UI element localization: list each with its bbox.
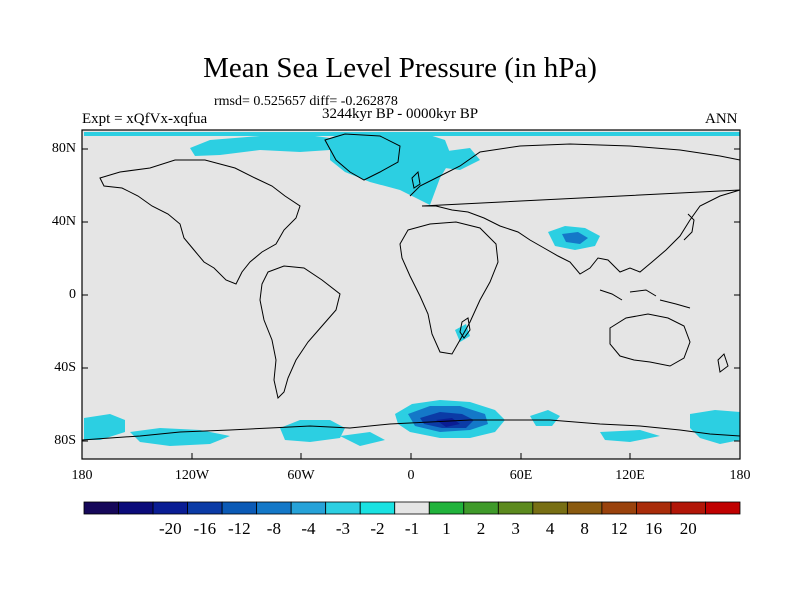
- colorbar-box: [325, 501, 361, 515]
- colorbar-box: [394, 501, 430, 515]
- colorbar-box: [290, 501, 327, 515]
- coast-new-zealand: [717, 353, 729, 373]
- stats-text: rmsd= 0.525657 diff= -0.262878: [214, 94, 398, 109]
- colorbar-box: [497, 501, 534, 515]
- colorbar-tick-label: -8: [266, 519, 281, 538]
- colorbar-box: [221, 501, 258, 515]
- coast-australia: [609, 313, 691, 367]
- lon-label-180e: 180: [729, 468, 751, 483]
- lat-label-0: 0: [69, 287, 76, 302]
- anomaly-shading: [84, 132, 740, 446]
- colorbar-tick-label: 2: [476, 519, 486, 538]
- coast-antarctica: [81, 419, 741, 441]
- lat-label-80s: 80S: [54, 433, 76, 448]
- anomaly-far-east-antarctic-2: [600, 430, 660, 442]
- coast-indonesia: [599, 289, 691, 309]
- colorbar-box: [566, 501, 603, 515]
- colorbar-box: [636, 501, 672, 515]
- colorbar-box: [463, 501, 499, 515]
- colorbar-box: [83, 501, 119, 515]
- colorbar-tick-label: 1: [442, 519, 451, 538]
- colorbar-tick-label: 4: [545, 519, 555, 538]
- lon-label-60e: 60E: [509, 468, 533, 483]
- anomaly-weddell: [340, 432, 385, 446]
- period-text: 3244kyr BP - 0000kyr BP: [322, 106, 479, 122]
- lat-label-40n: 40N: [51, 214, 76, 229]
- colorbar-box: [256, 501, 292, 515]
- colorbar-tick-label: 3: [511, 519, 520, 538]
- colorbar-tick-label: -4: [301, 519, 316, 538]
- coast-japan: [683, 213, 695, 241]
- colorbar-box: [670, 501, 706, 515]
- colorbar-box: [428, 501, 465, 515]
- colorbar-box: [359, 501, 396, 515]
- colorbar-box: [705, 501, 741, 515]
- lat-label-80n: 80N: [51, 141, 76, 156]
- anomaly-ross-sea: [130, 428, 230, 446]
- colorbar-tick-label: -20: [158, 519, 182, 538]
- anomaly-scandinavia: [440, 148, 480, 170]
- anomaly-south-pacific: [84, 414, 125, 440]
- lat-label-40s: 40S: [54, 360, 76, 375]
- anomaly-arctic-band: [190, 134, 330, 156]
- coast-south-america: [259, 265, 341, 399]
- colorbar-tick-label: 16: [645, 519, 663, 538]
- anomaly-bellingshausen: [280, 420, 345, 442]
- colorbar-tick-label: -2: [370, 519, 385, 538]
- lon-label-0: 0: [407, 468, 415, 483]
- colorbar-tick-label: 20: [679, 519, 697, 538]
- lon-label-120w: 120W: [174, 468, 210, 483]
- page-title: Mean Sea Level Pressure (in hPa): [203, 52, 597, 84]
- anomaly-arctic-strip: [84, 132, 740, 136]
- colorbar-box: [532, 501, 568, 515]
- coast-north-america: [99, 159, 301, 285]
- colorbar-box: [601, 501, 637, 515]
- experiment-label: Expt = xQfVx-xqfua: [82, 111, 208, 127]
- colorbar-tick-label: 12: [610, 519, 628, 538]
- colorbar-tick-label: -16: [193, 519, 217, 538]
- lon-label-120e: 120E: [615, 468, 645, 483]
- colorbar-box: [118, 501, 154, 515]
- coast-africa: [399, 221, 499, 355]
- colorbar-box: [187, 501, 223, 515]
- anomaly-indian-antarctic: [530, 410, 560, 426]
- colorbar-box: [152, 501, 188, 515]
- colorbar-tick-label: -12: [228, 519, 251, 538]
- anomaly-north-atlantic: [330, 132, 452, 205]
- anomaly-antarctic-east-min: [436, 418, 460, 427]
- coast-uk: [411, 170, 421, 189]
- colorbar-tick-label: -3: [335, 519, 351, 538]
- colorbar-tick-label: -1: [404, 519, 420, 538]
- colorbar-tick-label: 8: [580, 519, 589, 538]
- lon-label-60w: 60W: [287, 468, 315, 483]
- coast-greenland: [324, 133, 401, 181]
- anomaly-tibet-core: [562, 232, 588, 244]
- coast-eurasia: [409, 143, 741, 275]
- lon-label-180w: 180: [71, 468, 93, 483]
- colorbar: [83, 501, 741, 515]
- axis-ticks: [81, 148, 741, 459]
- season-label: ANN: [705, 111, 738, 127]
- coastlines: [81, 133, 741, 441]
- coast-madagascar: [459, 317, 471, 339]
